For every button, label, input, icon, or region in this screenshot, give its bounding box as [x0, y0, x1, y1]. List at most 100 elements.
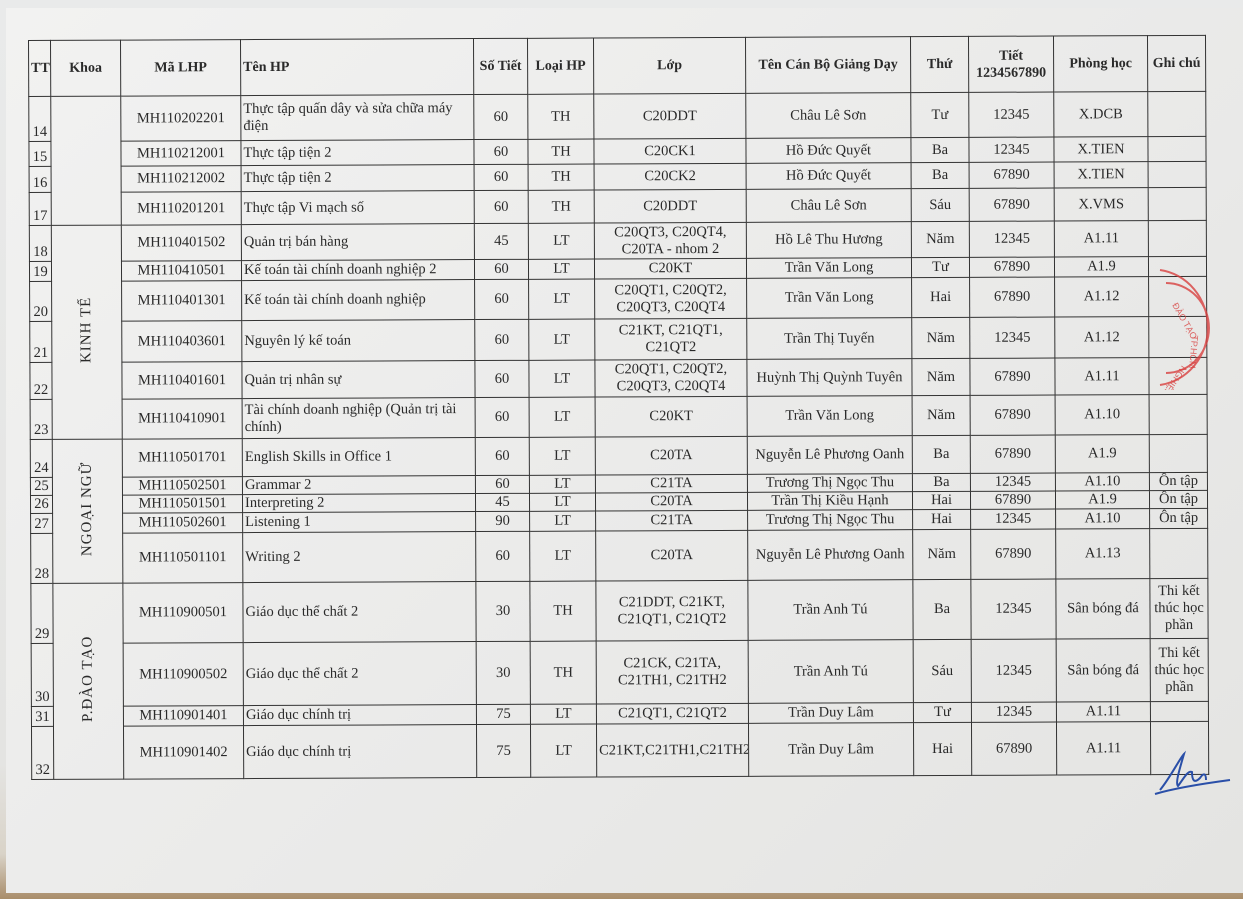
cell-loai-hp: LT: [528, 259, 595, 280]
cell-tiet: 67890: [970, 529, 1056, 580]
cell-phong-hoc: A1.12: [1054, 316, 1149, 359]
cell-tiet: 12345: [968, 92, 1054, 138]
cell-giang-vien: Trần Duy Lâm: [748, 722, 914, 777]
cell-so-tiet: 30: [476, 641, 531, 705]
cell-loai-hp: LT: [529, 437, 596, 476]
cell-tiet: 67890: [969, 257, 1055, 278]
cell-thu: Ba: [912, 473, 971, 492]
khoa-label: NGOẠI NGỮ: [78, 461, 96, 556]
cell-loai-hp: TH: [527, 94, 594, 140]
cell-ten-hp: Tài chính doanh nghiệp (Quản trị tài chí…: [242, 397, 476, 439]
cell-loai-hp: LT: [529, 511, 596, 532]
cell-lop: C20CK2: [594, 163, 747, 191]
cell-ten-hp: English Skills in Office 1: [242, 437, 476, 477]
cell-tt: 17: [29, 192, 52, 226]
cell-loai-hp: LT: [528, 319, 595, 361]
cell-loai-hp: TH: [528, 190, 595, 224]
cell-so-tiet: 60: [473, 139, 529, 165]
cell-ma-lhp: MH110502601: [122, 512, 243, 534]
cell-so-tiet: 60: [474, 319, 529, 361]
cell-phong-hoc: Sân bóng đá: [1056, 638, 1151, 703]
cell-ma-lhp: MH110401601: [121, 361, 243, 400]
cell-giang-vien: Nguyễn Lê Phương Oanh: [747, 435, 913, 475]
cell-thu: Tư: [910, 92, 969, 138]
cell-giang-vien: Trần Thị Kiều Hạnh: [747, 491, 913, 511]
cell-tt: 23: [30, 399, 53, 440]
cell-tiet: 12345: [971, 702, 1057, 723]
cell-thu: Sáu: [913, 639, 972, 703]
cell-thu: Năm: [912, 529, 971, 580]
cell-thu: Tư: [911, 257, 970, 278]
cell-tt: 29: [30, 583, 54, 644]
header-giang-vien: Tên Cán Bộ Giảng Dạy: [745, 36, 911, 94]
cell-loai-hp: TH: [527, 139, 595, 165]
cell-thu: Ba: [912, 435, 971, 474]
cell-thu: Ba: [911, 162, 970, 189]
header-tt: TT: [28, 40, 51, 97]
cell-khoa: KINH TẾ: [51, 225, 123, 440]
cell-phong-hoc: X.TIEN: [1054, 161, 1149, 189]
cell-loai-hp: LT: [529, 531, 596, 582]
cell-lop: C21QT1, C21QT2: [596, 703, 749, 725]
cell-loai-hp: LT: [528, 279, 595, 320]
cell-tiet: 12345: [970, 509, 1056, 530]
cell-giang-vien: Hồ Đức Quyết: [745, 137, 912, 164]
cell-tiet: 67890: [970, 435, 1056, 474]
cell-giang-vien: Trương Thị Ngọc Thu: [747, 473, 913, 493]
signature: [1154, 750, 1231, 795]
cell-tt: 18: [29, 225, 52, 262]
cell-loai-hp: TH: [528, 164, 595, 191]
table-row: 18 KINH TẾ MH110401502 Quản trị bán hàng 45 L…: [29, 220, 1207, 440]
cell-ma-lhp: MH110502501: [122, 476, 243, 496]
cell-loai-hp: LT: [528, 360, 596, 398]
cell-ten-hp: Quản trị bán hàng: [241, 223, 475, 261]
cell-ghi-chu: [1147, 91, 1206, 137]
cell-tiet: 12345: [971, 639, 1057, 703]
cell-tiet: 12345: [969, 221, 1055, 258]
cell-thu: Hai: [911, 277, 970, 318]
cell-tiet: 12345: [970, 473, 1056, 492]
cell-tt: 21: [29, 321, 52, 363]
cell-ghi-chu: [1148, 187, 1207, 221]
cell-giang-vien: Nguyễn Lê Phương Oanh: [747, 529, 913, 581]
cell-ghi-chu: [1150, 701, 1209, 722]
cell-phong-hoc: Sân bóng đá: [1055, 578, 1151, 640]
cell-tt: 14: [28, 96, 51, 142]
cell-tiet: 67890: [969, 358, 1056, 396]
cell-tiet: 67890: [970, 395, 1056, 436]
cell-giang-vien: Châu Lê Sơn: [745, 92, 911, 139]
cell-so-tiet: 75: [476, 704, 531, 725]
cell-ma-lhp: MH110201201: [121, 191, 242, 226]
cell-ten-hp: Grammar 2: [242, 475, 476, 495]
cell-lop: C21CK, C21TA, C21TH1, C21TH2: [596, 640, 749, 705]
cell-loai-hp: LT: [529, 493, 596, 512]
cell-loai-hp: LT: [530, 724, 597, 778]
cell-ma-lhp: MH110901402: [123, 725, 244, 780]
cell-giang-vien: Huỳnh Thị Quỳnh Tuyên: [746, 358, 913, 397]
cell-phong-hoc: A1.12: [1054, 276, 1149, 318]
cell-ma-lhp: MH110901401: [123, 705, 244, 727]
cell-phong-hoc: X.VMS: [1054, 187, 1149, 222]
cell-khoa: NGOẠI NGỮ: [52, 439, 123, 584]
cell-tt: 31: [31, 706, 54, 727]
cell-thu: Sáu: [911, 188, 970, 222]
cell-khoa: P.ĐÀO TẠO: [52, 583, 124, 780]
cell-ten-hp: Kế toán tài chính doanh nghiệp: [241, 279, 475, 321]
cell-ma-lhp: MH110202201: [120, 95, 241, 142]
cell-ten-hp: Giáo dục thể chất 2: [242, 581, 477, 643]
cell-thu: Ba: [912, 579, 972, 640]
cell-phong-hoc: A1.11: [1056, 721, 1151, 776]
cell-lop: C20DDT: [593, 93, 746, 140]
cell-so-tiet: 45: [475, 493, 530, 512]
cell-ghi-chu: [1149, 528, 1208, 579]
cell-ghi-chu: Thi kết thúc học phần: [1150, 638, 1209, 702]
cell-ghi-chu: [1148, 161, 1207, 188]
cell-giang-vien: Trần Văn Long: [747, 395, 913, 437]
cell-giang-vien: Hồ Đức Quyết: [746, 162, 912, 190]
cell-lop: C20CK1: [593, 138, 747, 165]
cell-giang-vien: Trần Văn Long: [746, 257, 912, 279]
cell-ma-lhp: MH110401301: [121, 280, 242, 322]
cell-tt: 28: [30, 533, 53, 584]
cell-lop: C21KT,C21TH1,C21TH2: [596, 723, 749, 778]
cell-giang-vien: Trương Thị Ngọc Thu: [747, 509, 913, 531]
